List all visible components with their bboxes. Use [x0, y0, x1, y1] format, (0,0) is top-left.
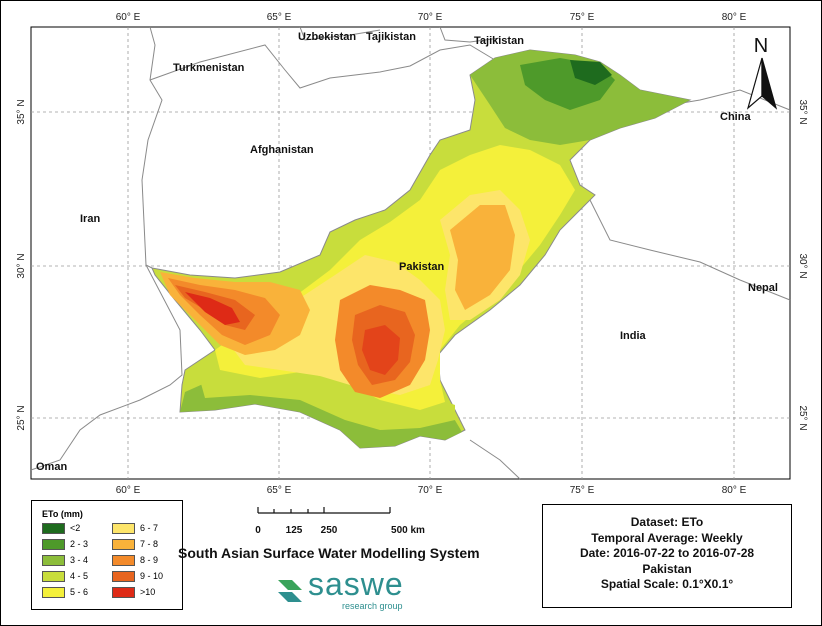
- label-tajikistan-2: Tajikistan: [474, 35, 524, 47]
- legend-item: 9 - 10: [112, 571, 164, 583]
- legend-label: 6 - 7: [140, 523, 159, 534]
- lat-tick: 25° N: [16, 405, 27, 430]
- longitude-ticks-bottom: 60° E 65° E 70° E 75° E 80° E: [116, 485, 747, 496]
- legend-swatch: [42, 523, 65, 535]
- lat-tick: 30° N: [797, 253, 808, 278]
- legend-swatch: [42, 539, 65, 551]
- logo-mark-icon: [278, 580, 302, 602]
- longitude-ticks-top: 60° E 65° E 70° E 75° E 80° E: [116, 12, 747, 23]
- label-india: India: [620, 330, 647, 342]
- info-region: Pakistan: [642, 561, 692, 576]
- legend-label: 9 - 10: [140, 571, 164, 582]
- label-afghanistan: Afghanistan: [250, 144, 314, 156]
- label-china: China: [720, 111, 751, 123]
- legend-swatch: [112, 587, 135, 599]
- label-pakistan: Pakistan: [399, 261, 445, 273]
- label-turkmenistan: Turkmenistan: [173, 62, 245, 74]
- legend-item: 6 - 7: [112, 523, 159, 535]
- lon-tick: 60° E: [116, 485, 141, 496]
- lon-tick: 75° E: [570, 485, 595, 496]
- legend-swatch: [112, 523, 135, 535]
- lon-tick: 70° E: [418, 485, 443, 496]
- scale-label: 0: [255, 525, 261, 536]
- saswe-logo: saswe research group: [276, 566, 446, 616]
- legend-label: 4 - 5: [70, 571, 89, 582]
- legend-swatch: [112, 555, 135, 567]
- label-tajikistan: Tajikistan: [366, 31, 416, 43]
- lat-tick: 25° N: [797, 405, 808, 430]
- legend-label: 3 - 4: [70, 555, 89, 566]
- label-oman: Oman: [36, 461, 67, 473]
- legend: ETo (mm) <2 2 - 3 3 - 4 4 - 5 5 - 6 6 - …: [31, 500, 183, 610]
- label-iran: Iran: [80, 213, 100, 225]
- info-dataset: Dataset: ETo: [630, 515, 704, 529]
- country-labels: Uzbekistan Tajikistan Tajikistan Turkmen…: [36, 31, 778, 473]
- legend-swatch: [42, 555, 65, 567]
- legend-label: 8 - 9: [140, 555, 159, 566]
- lon-tick: 65° E: [267, 12, 292, 23]
- legend-label: 7 - 8: [140, 539, 159, 550]
- lon-tick: 80° E: [722, 12, 747, 23]
- lat-tick: 30° N: [16, 253, 27, 278]
- scale-label: 125: [286, 525, 303, 536]
- legend-label: 5 - 6: [70, 587, 89, 598]
- label-uzbekistan: Uzbekistan: [298, 31, 356, 43]
- info-date: Date: 2016-07-22 to 2016-07-28: [579, 546, 755, 560]
- legend-item: 8 - 9: [112, 555, 159, 567]
- north-label: N: [754, 35, 768, 57]
- label-nepal: Nepal: [748, 282, 778, 294]
- lon-tick: 65° E: [267, 485, 292, 496]
- info-temporal-average: Temporal Average: Weekly: [591, 530, 743, 545]
- legend-swatch: [42, 571, 65, 583]
- info-spatial-scale: Spatial Scale: 0.1°X0.1°: [600, 577, 734, 591]
- legend-label: >10: [140, 587, 156, 598]
- legend-item: 2 - 3: [42, 539, 89, 551]
- scale-bar: 0 125 250 500 km: [255, 507, 425, 536]
- legend-title: ETo (mm): [42, 509, 83, 519]
- legend-label: <2: [70, 523, 81, 534]
- lon-tick: 60° E: [116, 12, 141, 23]
- lat-tick: 35° N: [797, 99, 808, 124]
- lon-tick: 80° E: [722, 485, 747, 496]
- legend-item: 3 - 4: [42, 555, 89, 567]
- legend-label: 2 - 3: [70, 539, 89, 550]
- latitude-ticks-right: 35° N 30° N 25° N: [797, 99, 808, 430]
- system-title: South Asian Surface Water Modelling Syst…: [178, 545, 480, 561]
- legend-swatch: [42, 587, 65, 599]
- legend-item: >10: [112, 587, 156, 599]
- eto-raster: [151, 49, 692, 449]
- lat-tick: 35° N: [16, 99, 27, 124]
- info-box: Dataset: ETo Temporal Average: Weekly Da…: [542, 504, 792, 608]
- latitude-ticks-left: 35° N 30° N 25° N: [16, 99, 27, 430]
- scale-label: 500 km: [391, 525, 425, 536]
- legend-swatch: [112, 571, 135, 583]
- legend-item: 5 - 6: [42, 587, 89, 599]
- scale-label: 250: [321, 525, 338, 536]
- north-arrow-icon: N: [746, 35, 778, 110]
- legend-item: 4 - 5: [42, 571, 89, 583]
- lon-tick: 75° E: [570, 12, 595, 23]
- legend-item: <2: [42, 523, 81, 535]
- lon-tick: 70° E: [418, 12, 443, 23]
- legend-swatch: [112, 539, 135, 551]
- legend-item: 7 - 8: [112, 539, 159, 551]
- logo-subtitle: research group: [342, 601, 403, 611]
- logo-wordmark: saswe: [308, 566, 404, 602]
- map-canvas: 60° E 65° E 70° E 75° E 80° E 60° E 65° …: [16, 12, 808, 496]
